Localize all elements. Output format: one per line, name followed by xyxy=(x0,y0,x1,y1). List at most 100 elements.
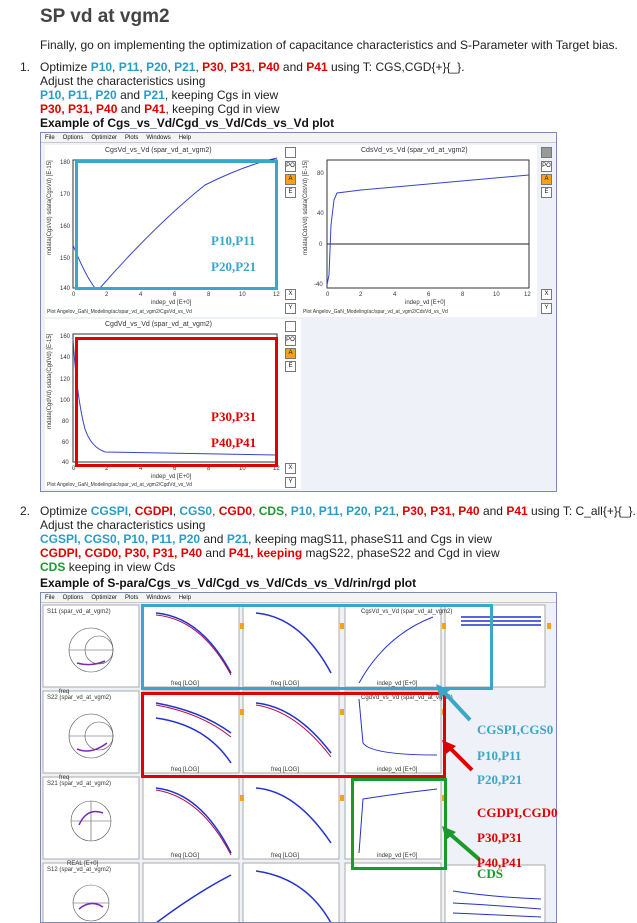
cds-po-button[interactable]: PO xyxy=(541,161,552,172)
menu-bar: File Options Optimizer Plots Windows Help xyxy=(41,593,556,603)
cgd-a-button[interactable]: A xyxy=(285,348,296,359)
step1-line4: P30, P31, P40 and P41, keeping Cgd in vi… xyxy=(40,102,280,116)
keep-text: , keeping Cgd in view xyxy=(165,102,280,116)
cgd-sparam-annotation-2: P30,P31 xyxy=(477,830,523,845)
grid-of-plots-svg: freq freq REAL [E+0] freq [LOG] freq [LOG… xyxy=(42,604,551,922)
svg-text:mdata(CgdVd) sdata(CgdVd) [E-1: mdata(CgdVd) sdata(CgdVd) [E-15] xyxy=(47,333,53,429)
svg-text:12: 12 xyxy=(273,466,280,472)
menu-optimizer[interactable]: Optimizer xyxy=(91,595,118,601)
svg-text:160: 160 xyxy=(60,334,71,340)
svg-text:0: 0 xyxy=(72,292,76,298)
svg-text:CgdVd_vs_Vd (spar_vd_at_vgm2): CgdVd_vs_Vd (spar_vd_at_vgm2) xyxy=(361,695,453,701)
svg-text:S21 (spar_vd_at_vgm2): S21 (spar_vd_at_vgm2) xyxy=(47,781,111,787)
svg-text:80: 80 xyxy=(62,419,69,425)
cgs-po-button[interactable]: PO xyxy=(285,161,296,172)
svg-text:140: 140 xyxy=(60,355,71,361)
and-word: and xyxy=(120,88,141,102)
svg-text:160: 160 xyxy=(60,224,71,230)
param-p11: P11 xyxy=(118,60,140,74)
menu-options[interactable]: Options xyxy=(62,135,84,141)
svg-text:S12 (spar_vd_at_vgm2): S12 (spar_vd_at_vgm2) xyxy=(47,867,111,873)
cds-highlight-box xyxy=(351,778,447,870)
cgd-window-button[interactable] xyxy=(285,321,296,332)
cgd-po-button[interactable]: PO xyxy=(285,335,296,346)
keep-text: , keeping Cgs in view xyxy=(164,88,279,102)
cds-a-button[interactable]: A xyxy=(541,174,552,185)
intro-text: Finally, go on implementing the optimiza… xyxy=(40,38,618,52)
green-param: CDS xyxy=(40,560,66,574)
cgs-plot-panel[interactable]: CgsVd_vs_Vd (spar_vd_at_vgm2) mdata(CgsV… xyxy=(45,145,301,317)
param-p30: P30 xyxy=(202,60,224,74)
svg-text:0: 0 xyxy=(326,292,330,298)
svg-text:120: 120 xyxy=(60,377,71,383)
svg-text:40: 40 xyxy=(317,211,324,217)
cgs-a-button[interactable]: A xyxy=(285,174,296,185)
cgd-y-button[interactable]: Y xyxy=(285,477,296,488)
svg-text:-40: -40 xyxy=(314,282,323,288)
svg-text:freq: freq xyxy=(59,775,69,781)
step2-number: 2. xyxy=(20,504,31,518)
svg-text:Plot Angelov_GaN_Modeling/ac/s: Plot Angelov_GaN_Modeling/ac/spar_vd_at_… xyxy=(47,482,192,488)
page-title: SP vd at vgm2 xyxy=(40,6,170,27)
cgd-sparam-annotation-3: P40,P41 xyxy=(477,855,523,870)
plot-window-2: File Options Optimizer Plots Windows Help fre… xyxy=(40,592,557,923)
cgs-e-button[interactable]: E xyxy=(285,187,296,198)
cgs-x-button[interactable]: X xyxy=(285,289,296,300)
cds-e-button[interactable]: E xyxy=(541,187,552,198)
step2-line4: CGDPI, CGD0, P30, P31, P40 and P41, keep… xyxy=(40,546,500,560)
svg-text:10: 10 xyxy=(239,466,246,472)
cgs-highlight-box xyxy=(75,160,278,290)
red-param: P41 xyxy=(144,102,166,116)
param-p20: P20 xyxy=(146,60,168,74)
step2-example-heading: Example of S-para/Cgs_vs_Vd/Cgd_vs_Vd/Cd… xyxy=(40,576,417,590)
svg-text:REAL [E+0]: REAL [E+0] xyxy=(67,861,99,867)
menu-plots[interactable]: Plots xyxy=(125,135,139,141)
using-text: using T: CGS,CGD{+}{_}. xyxy=(331,60,465,74)
svg-text:60: 60 xyxy=(62,440,69,446)
cgd-e-button[interactable]: E xyxy=(285,361,296,372)
svg-text:indep_vd [E+0]: indep_vd [E+0] xyxy=(151,300,192,306)
param-p41: P41 xyxy=(306,60,328,74)
cgd-plot-panel[interactable]: CgdVd_vs_Vd (spar_vd_at_vgm2) mdata(CgdV… xyxy=(45,319,301,489)
cgs-y-button[interactable]: Y xyxy=(285,303,296,314)
svg-text:0: 0 xyxy=(72,466,76,472)
menu-file[interactable]: File xyxy=(45,595,55,601)
menu-optimizer[interactable]: Optimizer xyxy=(91,135,118,141)
cgd-x-button[interactable]: X xyxy=(285,463,296,474)
svg-text:Plot Angelov_GaN_Modeling/ac/s: Plot Angelov_GaN_Modeling/ac/spar_vd_at_… xyxy=(303,309,448,315)
cds-x-button[interactable]: X xyxy=(541,289,552,300)
cds-annotation: CDS xyxy=(477,866,504,881)
menu-help[interactable]: Help xyxy=(178,595,192,601)
cgd-plot-title: CgdVd_vs_Vd (spar_vd_at_vgm2) xyxy=(105,321,213,328)
cds-y-button[interactable]: Y xyxy=(541,303,552,314)
menu-options[interactable]: Options xyxy=(62,595,84,601)
menu-windows[interactable]: Windows xyxy=(146,135,171,141)
svg-text:2: 2 xyxy=(105,292,109,298)
keep-text: , keeping magS11, phaseS11 and Cgs in vi… xyxy=(248,532,492,546)
menu-file[interactable]: File xyxy=(45,135,55,141)
svg-text:4: 4 xyxy=(139,292,143,298)
blue-params: P10, P11, P20, P21 xyxy=(290,504,396,518)
svg-text:6: 6 xyxy=(173,292,177,298)
cgs-plot-svg: mdata(CgsVd) sdata(CgsVd) [E-15] 180 170… xyxy=(47,157,280,315)
menu-help[interactable]: Help xyxy=(178,135,192,141)
svg-text:8: 8 xyxy=(461,292,465,298)
svg-text:freq [LOG]: freq [LOG] xyxy=(171,853,199,859)
cgd-annotation-2: P40,P41 xyxy=(211,435,257,450)
menu-bar: File Options Optimizer Plots Windows Help xyxy=(41,133,556,143)
svg-text:140: 140 xyxy=(60,286,71,292)
svg-text:indep_vd [E+0]: indep_vd [E+0] xyxy=(377,681,418,687)
cgs-plot-title: CgsVd_vs_Vd (spar_vd_at_vgm2) xyxy=(105,147,212,154)
cds-plot-panel[interactable]: CdsVd_vs_Vd (spar_vd_at_vgm2) mdata(CdsV… xyxy=(301,145,537,317)
cds-window-button[interactable] xyxy=(541,147,552,158)
menu-plots[interactable]: Plots xyxy=(125,595,139,601)
svg-text:2: 2 xyxy=(359,292,363,298)
svg-text:freq [LOG]: freq [LOG] xyxy=(271,767,299,773)
red-params: P30, P31, P40 xyxy=(402,504,480,518)
cgd-plot-svg: mdata(CgdVd) sdata(CgdVd) [E-15] 160 140… xyxy=(47,333,280,488)
menu-windows[interactable]: Windows xyxy=(146,595,171,601)
cgs-window-button[interactable] xyxy=(285,147,296,158)
param-cgspi: CGSPI xyxy=(90,504,129,518)
svg-text:6: 6 xyxy=(427,292,431,298)
svg-text:S11 (spar_vd_at_vgm2): S11 (spar_vd_at_vgm2) xyxy=(47,609,111,615)
